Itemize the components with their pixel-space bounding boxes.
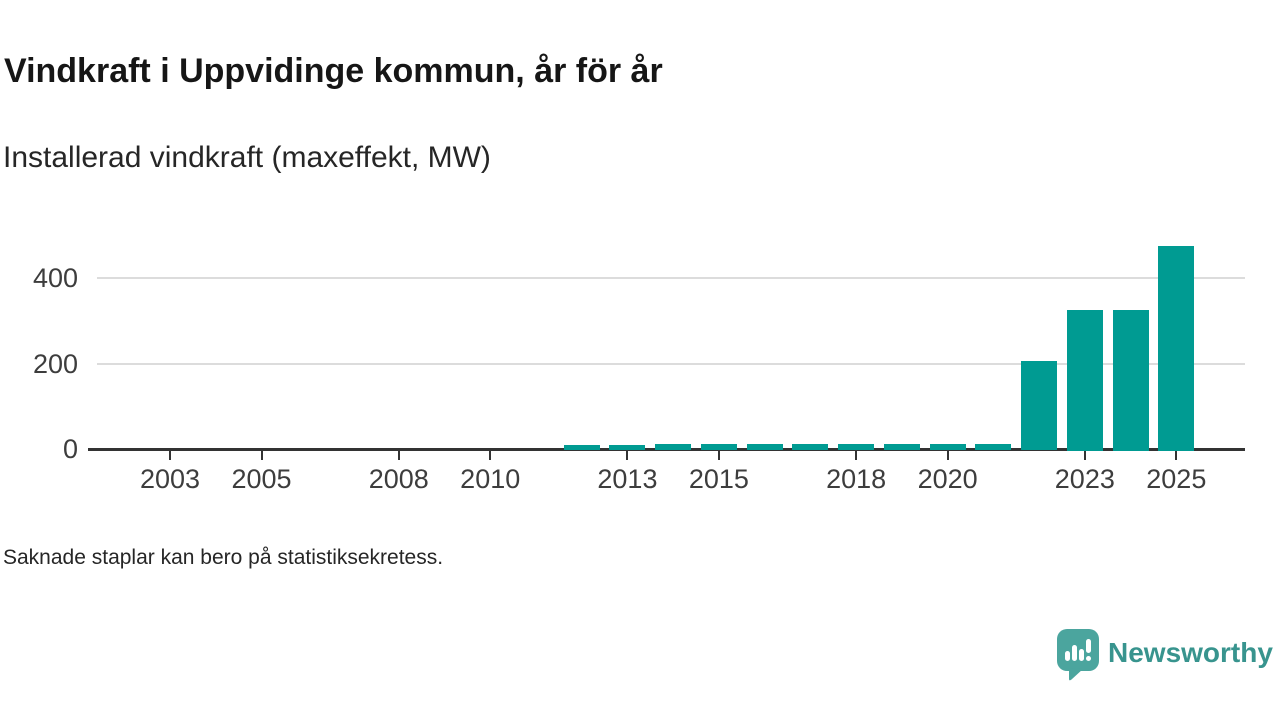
- bar-2016: [746, 443, 783, 451]
- x-tick-2005: [260, 450, 263, 460]
- newsworthy-logo-text: Newsworthy: [1108, 637, 1273, 668]
- chart-title: Vindkraft i Uppvidinge kommun, år för år: [4, 52, 663, 90]
- bar-2021: [975, 443, 1012, 451]
- x-tick-2003: [169, 450, 172, 460]
- x-axis-label-2018: 2018: [826, 464, 887, 494]
- x-tick-2020: [946, 450, 949, 460]
- y-axis-label-0: 0: [62, 434, 78, 464]
- x-tick-2010: [489, 450, 492, 460]
- gridline-400: [97, 277, 1245, 279]
- bar-2024: [1112, 310, 1149, 451]
- bar-2017: [792, 443, 829, 451]
- x-axis-label-2003: 2003: [139, 464, 201, 494]
- x-axis-label-2023: 2023: [1054, 464, 1115, 494]
- x-axis-label-2013: 2013: [597, 464, 658, 494]
- newsworthy-logo: Newsworthy: [1056, 628, 1276, 686]
- x-axis-label-2020: 2020: [917, 464, 978, 494]
- bar-2019: [883, 443, 920, 451]
- y-axis-label-200: 200: [32, 348, 78, 379]
- x-axis-label-2015: 2015: [688, 464, 749, 494]
- x-tick-2025: [1175, 450, 1178, 460]
- chart-subtitle: Installerad vindkraft (maxeffekt, MW): [3, 141, 491, 174]
- bar-2018: [838, 443, 875, 451]
- bar-2022: [1021, 361, 1058, 451]
- y-axis-label-400: 400: [32, 263, 78, 293]
- bar-2014: [655, 443, 692, 451]
- bar-2013: [609, 444, 646, 451]
- x-tick-2023: [1083, 450, 1086, 460]
- bar-2025: [1158, 245, 1195, 451]
- x-axis-label-2008: 2008: [368, 464, 429, 494]
- x-axis-label-2005: 2005: [231, 464, 292, 494]
- bar-2020: [929, 443, 966, 451]
- x-axis-label-2010: 2010: [460, 464, 521, 494]
- bar-2023: [1066, 310, 1103, 451]
- footnote: Saknade staplar kan bero på statistiksek…: [3, 546, 444, 569]
- x-axis-label-2025: 2025: [1146, 464, 1207, 494]
- x-tick-2015: [717, 450, 720, 460]
- x-tick-2013: [626, 450, 629, 460]
- speech-bubble-bar-chart-icon: [1056, 628, 1100, 682]
- bar-2015: [700, 443, 737, 451]
- x-tick-2008: [397, 450, 400, 460]
- gridline-200: [97, 362, 1245, 365]
- bar-2012: [563, 445, 600, 451]
- x-tick-2018: [855, 450, 858, 460]
